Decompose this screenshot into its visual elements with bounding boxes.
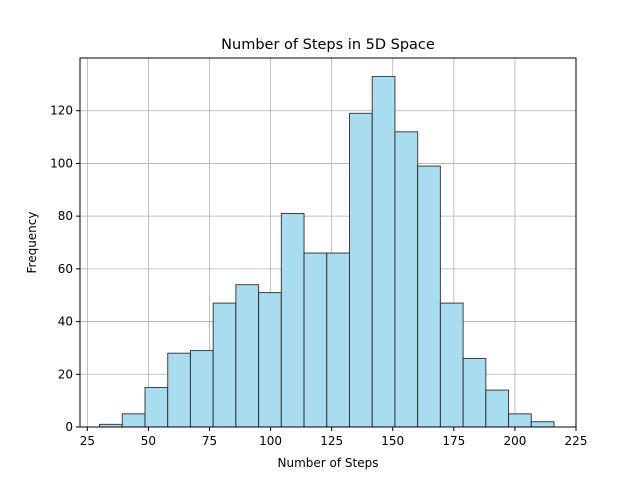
histogram-bar xyxy=(189,350,214,428)
y-tick-label: 0 xyxy=(65,420,73,434)
x-tick-label: 200 xyxy=(503,434,526,448)
x-tick-label: 150 xyxy=(381,434,404,448)
plot-frame xyxy=(79,57,577,428)
x-tick-label: 125 xyxy=(320,434,343,448)
x-axis-label: Number of Steps xyxy=(278,456,379,470)
x-tick-label: 225 xyxy=(565,434,588,448)
histogram-bar xyxy=(530,421,555,428)
chart-title: Number of Steps in 5D Space xyxy=(221,37,435,53)
histogram-bar xyxy=(121,413,146,428)
y-tick-label: 120 xyxy=(50,104,73,118)
histogram-bar xyxy=(349,112,373,428)
histogram-bar xyxy=(258,292,282,428)
histogram-bar xyxy=(462,357,487,428)
histogram-bar xyxy=(417,165,441,428)
histogram-bar xyxy=(280,213,305,428)
histogram-bar xyxy=(167,352,191,428)
histogram-bar xyxy=(235,284,260,428)
x-tick-label: 75 xyxy=(202,434,217,448)
x-tick-label: 25 xyxy=(80,434,95,448)
y-tick-label: 40 xyxy=(58,315,73,329)
y-tick-label: 80 xyxy=(58,209,73,223)
histogram-bar xyxy=(394,131,419,428)
histogram-bar xyxy=(371,75,396,428)
histogram-bar xyxy=(212,302,237,428)
histogram-bar xyxy=(326,252,351,428)
x-axis-ticks: 25 50 75 100 125 150 175 200 225 xyxy=(80,427,588,448)
histogram-bar xyxy=(508,413,532,428)
histogram-bar xyxy=(144,386,169,428)
histogram-bar xyxy=(485,389,510,428)
y-tick-label: 60 xyxy=(58,262,73,276)
x-tick-label: 175 xyxy=(442,434,465,448)
bars-layer xyxy=(99,75,555,428)
x-tick-label: 50 xyxy=(141,434,156,448)
x-tick-label: 100 xyxy=(259,434,282,448)
histogram-bar xyxy=(439,302,464,428)
y-axis-label: Frequency xyxy=(25,212,39,274)
y-tick-label: 20 xyxy=(58,367,73,381)
y-tick-label: 100 xyxy=(50,156,73,170)
y-axis-ticks: 0 20 40 60 80 100 120 xyxy=(50,104,80,434)
histogram-bar xyxy=(303,252,328,428)
